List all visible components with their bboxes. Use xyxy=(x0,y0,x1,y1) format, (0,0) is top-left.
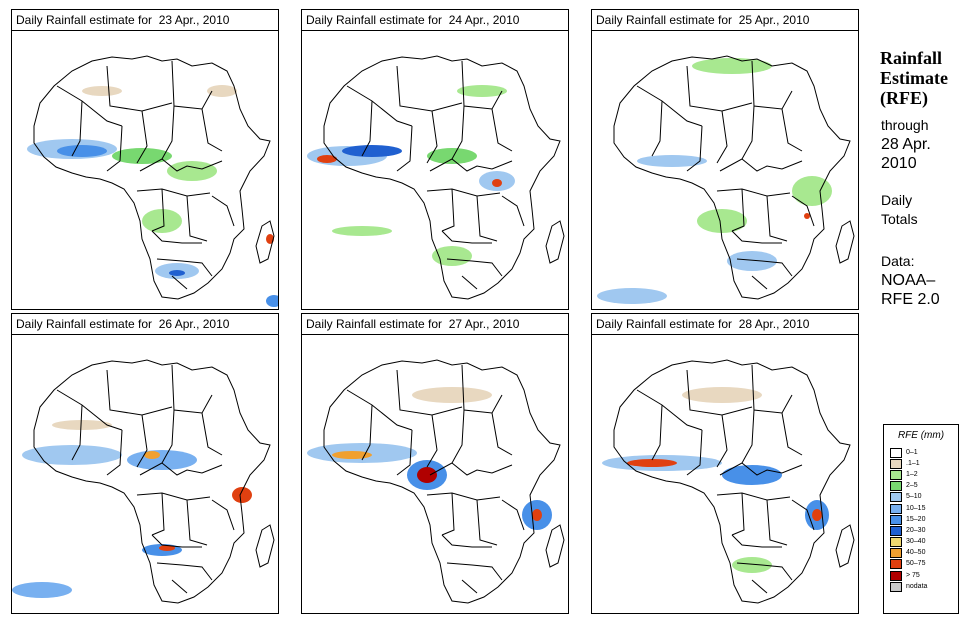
legend-label: 15–20 xyxy=(906,515,926,523)
legend-swatch xyxy=(890,514,902,525)
legend-item: nodata xyxy=(884,581,958,592)
legend-item: 20–30 xyxy=(884,525,958,536)
legend-rows: 0–1 .1–1 1–2 2–5 5–10 10–15 15–20 20–30 30–40 40–… xyxy=(884,447,958,592)
legend-label: 5–10 xyxy=(906,493,922,501)
rainfall-panel-23apr: Daily Rainfall estimate for 23 Apr., 201… xyxy=(11,9,279,310)
legend-item: 0–1 xyxy=(884,447,958,458)
rainfall-map xyxy=(597,55,855,304)
daily-totals-label: Daily Totals xyxy=(881,192,918,227)
legend-title: RFE (mm) xyxy=(897,430,945,441)
legend-item: 15–20 xyxy=(884,514,958,525)
rainfall-panel-26apr: Daily Rainfall estimate for 26 Apr., 201… xyxy=(11,313,279,614)
rainfall-panel-25apr: Daily Rainfall estimate for 25 Apr., 201… xyxy=(591,9,859,310)
rainfall-panel-28apr: Daily Rainfall estimate for 28 Apr., 201… xyxy=(591,313,859,614)
rainfall-map xyxy=(602,359,855,604)
legend-swatch xyxy=(890,503,902,514)
rfe-legend: RFE (mm) 0–1 .1–1 1–2 2–5 5–10 10–15 15–20 20–3… xyxy=(883,424,959,614)
legend-item: 10–15 xyxy=(884,503,958,514)
rain-patches xyxy=(27,85,278,307)
legend-swatch xyxy=(890,492,902,503)
legend-swatch xyxy=(890,559,902,570)
legend-label: 50–75 xyxy=(906,560,926,568)
legend-item: 50–75 xyxy=(884,559,958,570)
legend-swatch xyxy=(890,581,902,592)
legend-label: 40–50 xyxy=(906,549,926,557)
rain-patches xyxy=(307,85,515,266)
legend-item: 2–5 xyxy=(884,481,958,492)
legend-item: 1–2 xyxy=(884,469,958,480)
rainfall-map xyxy=(307,359,565,604)
panel-title: Daily Rainfall estimate for 23 Apr., 201… xyxy=(12,10,278,31)
legend-label: nodata xyxy=(906,582,928,590)
rainfall-map xyxy=(307,55,565,300)
through-date: through 28 Apr. 2010 xyxy=(881,117,931,172)
panel-title: Daily Rainfall estimate for 25 Apr., 201… xyxy=(592,10,858,31)
rain-patches xyxy=(597,58,832,304)
rain-patches xyxy=(602,387,829,573)
legend-label: 2–5 xyxy=(906,482,918,490)
rainfall-panel-27apr: Daily Rainfall estimate for 27 Apr., 201… xyxy=(301,313,569,614)
rainfall-map xyxy=(12,359,275,604)
panel-title: Daily Rainfall estimate for 28 Apr., 201… xyxy=(592,314,858,335)
rain-patches xyxy=(307,387,552,530)
panel-title: Daily Rainfall estimate for 24 Apr., 201… xyxy=(302,10,568,31)
legend-item: > 75 xyxy=(884,570,958,581)
legend-label: 10–15 xyxy=(906,504,926,512)
legend-label: 1–2 xyxy=(906,470,918,478)
panel-title: Daily Rainfall estimate for 26 Apr., 201… xyxy=(12,314,278,335)
legend-swatch xyxy=(890,548,902,559)
legend-swatch xyxy=(890,537,902,548)
legend-label: 30–40 xyxy=(906,538,926,546)
legend-item: .1–1 xyxy=(884,458,958,469)
legend-swatch xyxy=(890,481,902,492)
panel-title: Daily Rainfall estimate for 27 Apr., 201… xyxy=(302,314,568,335)
legend-item: 5–10 xyxy=(884,492,958,503)
legend-swatch xyxy=(890,447,902,458)
legend-swatch xyxy=(890,525,902,536)
rainfall-map xyxy=(27,55,278,307)
rainfall-panel-24apr: Daily Rainfall estimate for 24 Apr., 201… xyxy=(301,9,569,310)
legend-item: 30–40 xyxy=(884,537,958,548)
data-source: Data: NOAA– RFE 2.0 xyxy=(881,253,940,308)
legend-swatch xyxy=(890,469,902,480)
legend-label: 20–30 xyxy=(906,526,926,534)
legend-label: .1–1 xyxy=(906,459,920,467)
legend-label: 0–1 xyxy=(906,448,918,456)
legend-swatch xyxy=(890,458,902,469)
map-title: Rainfall Estimate (RFE) xyxy=(880,48,948,108)
legend-swatch xyxy=(890,570,902,581)
rain-patches xyxy=(12,420,252,598)
legend-label: > 75 xyxy=(906,571,920,579)
legend-item: 40–50 xyxy=(884,548,958,559)
